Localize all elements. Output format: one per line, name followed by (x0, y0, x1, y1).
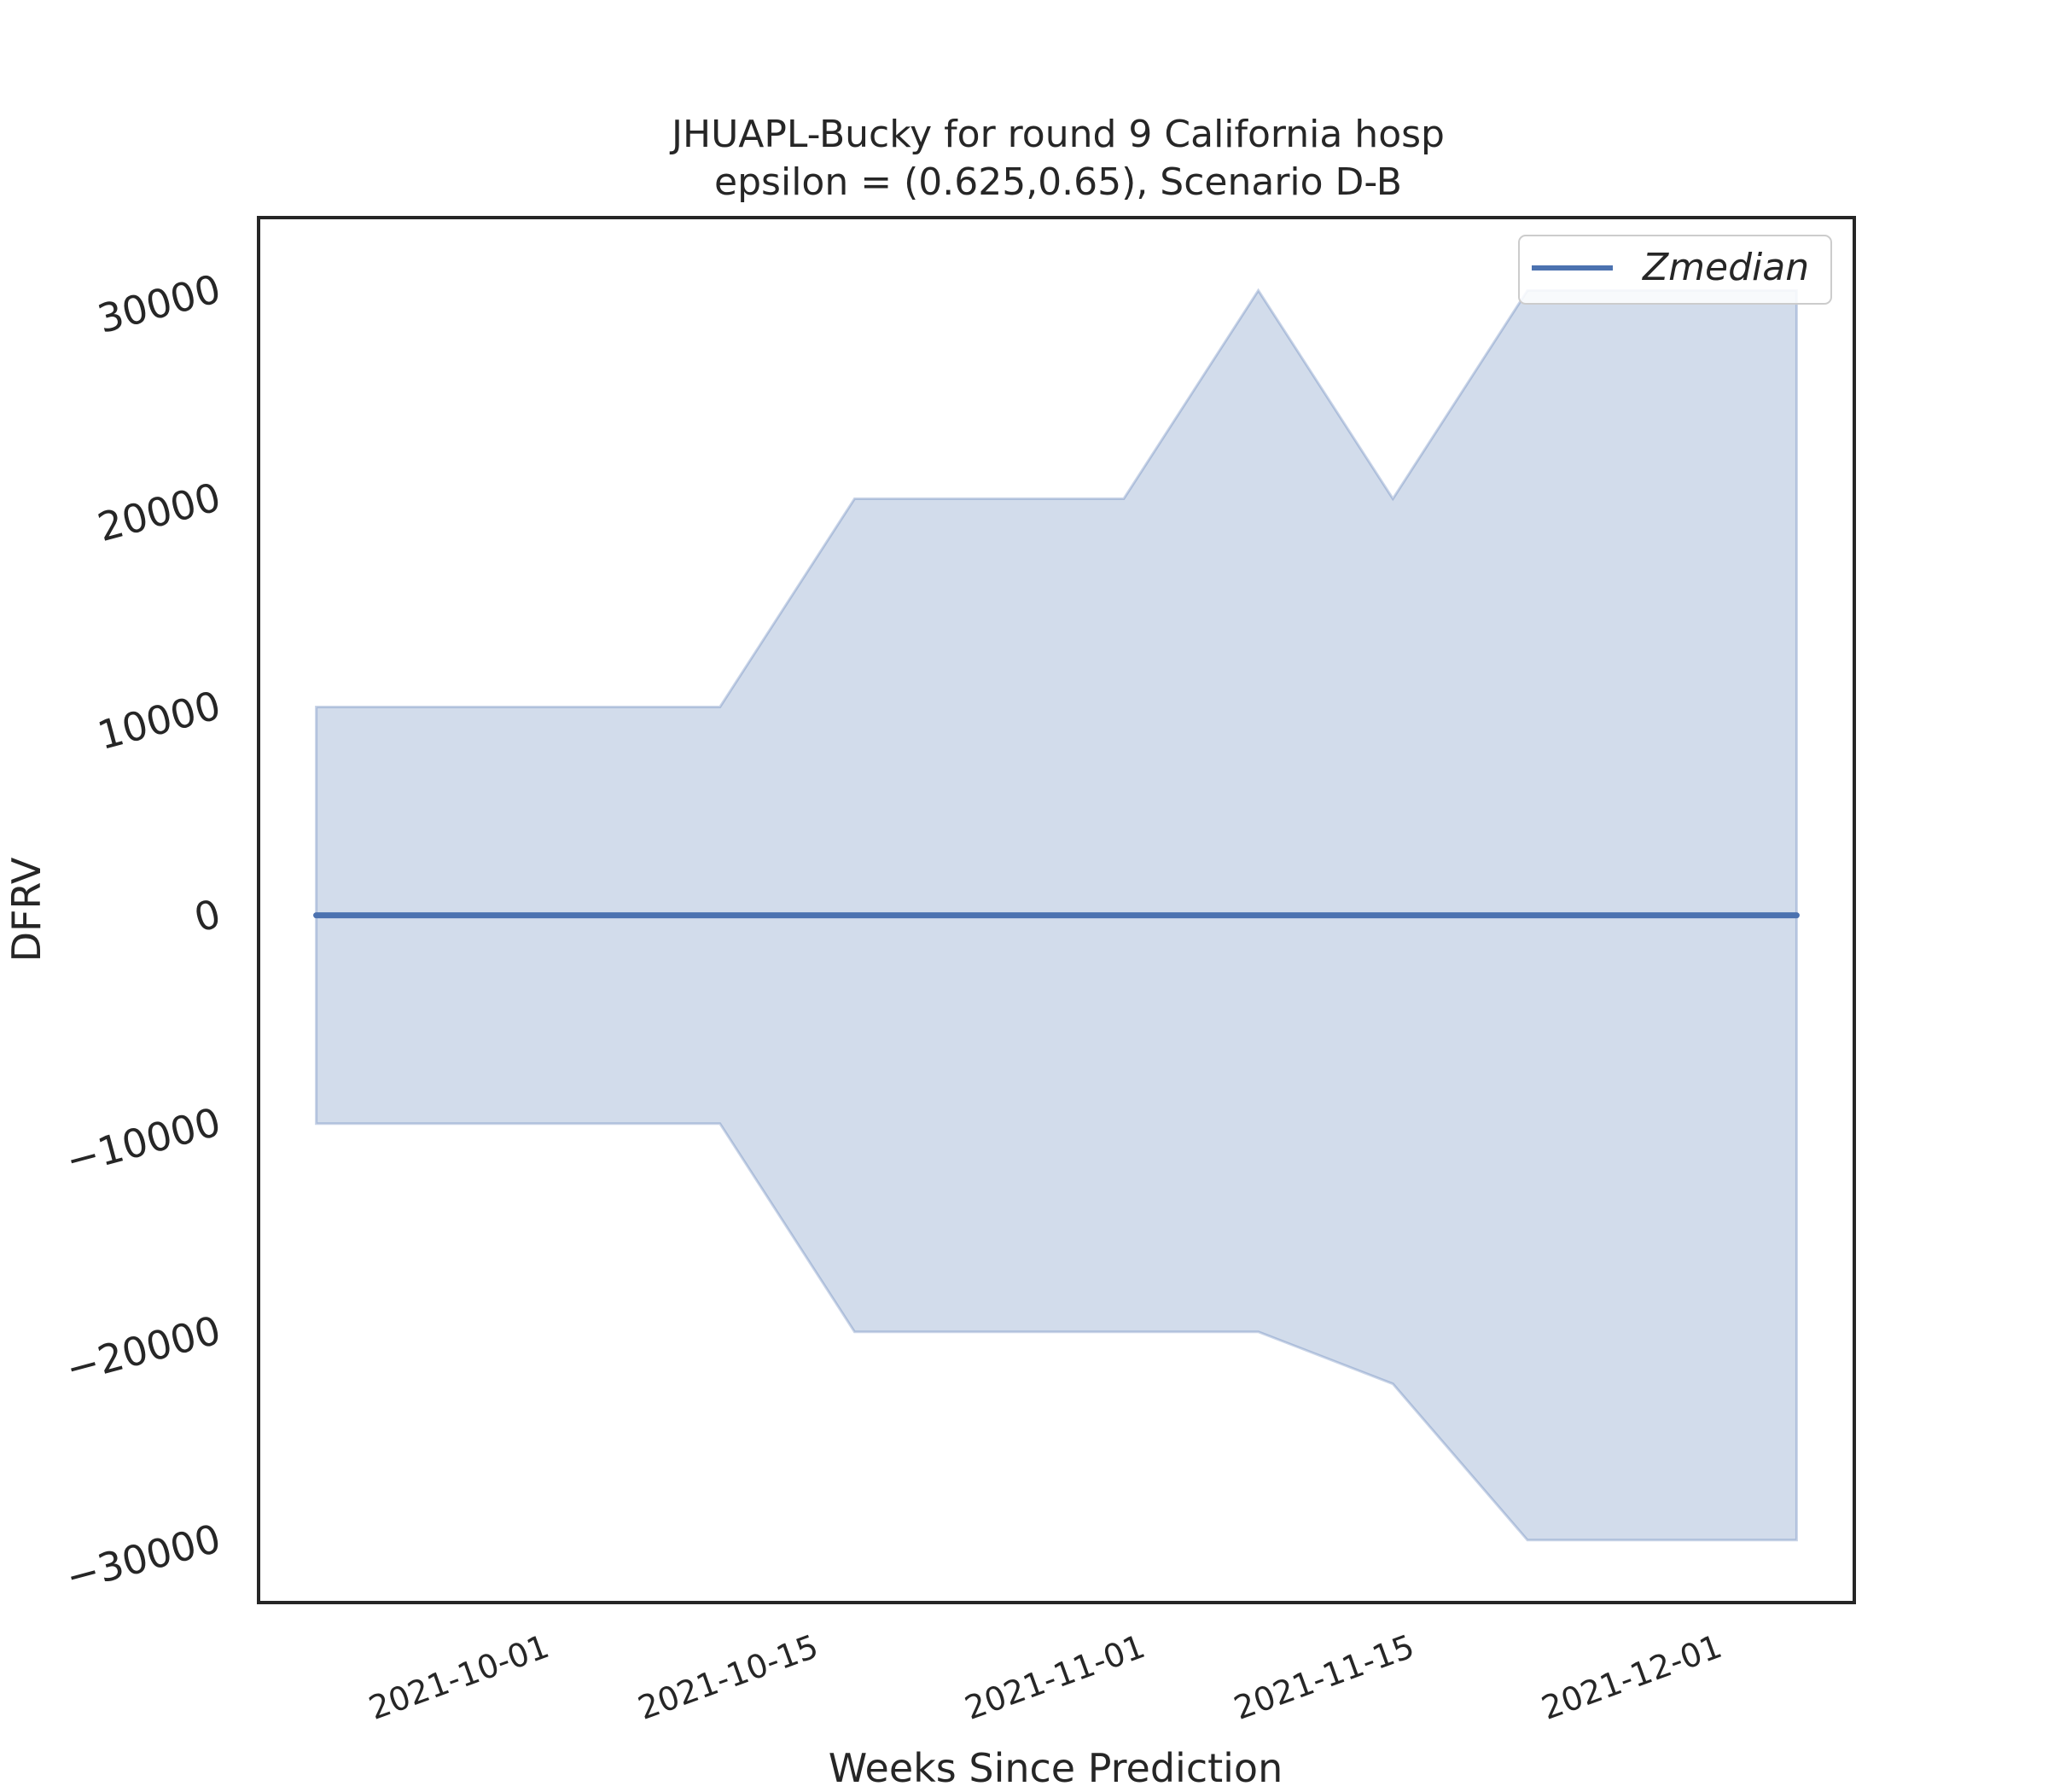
y-tick-label: −30000 (61, 1515, 226, 1600)
y-tick-label: 0 (189, 890, 225, 941)
x-tick-label: 2021-10-15 (633, 1627, 823, 1727)
x-tick-label: 2021-11-01 (960, 1627, 1150, 1727)
legend-box (1518, 235, 1832, 305)
y-tick-label: −10000 (61, 1098, 226, 1184)
legend: Zmedian (1518, 235, 1832, 305)
x-axis: 2021-10-01 2021-10-15 2021-11-01 2021-11-15… (364, 1627, 1727, 1727)
chart-title: JHUAPL-Bucky for round 9 California hosp (669, 113, 1445, 156)
y-tick-label: 20000 (93, 474, 225, 550)
y-axis: −30000 −20000 −10000 0 10000 20000 30000 (61, 265, 226, 1600)
plot-area (313, 288, 1800, 1542)
x-tick-label: 2021-11-15 (1229, 1627, 1419, 1727)
x-axis-label: Weeks Since Prediction (829, 1745, 1283, 1791)
y-axis-label: DFRV (3, 857, 49, 962)
legend-label-zmedian: Zmedian (1642, 246, 1809, 289)
x-tick-label: 2021-12-01 (1537, 1627, 1727, 1727)
y-tick-label: −20000 (61, 1306, 226, 1392)
chart-subtitle: epsilon = (0.625,0.65), Scenario D-B (714, 160, 1402, 204)
plot-frame (257, 216, 1856, 1604)
y-tick-label: 10000 (93, 682, 225, 759)
y-tick-label: 30000 (93, 265, 225, 342)
x-tick-label: 2021-10-01 (364, 1627, 555, 1727)
